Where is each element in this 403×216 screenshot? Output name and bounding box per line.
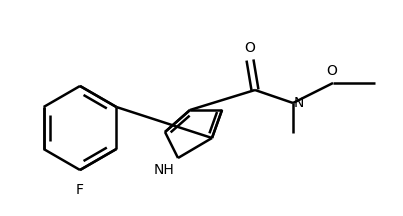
Text: O: O (245, 41, 256, 55)
Text: O: O (326, 64, 337, 78)
Text: N: N (294, 96, 304, 110)
Text: NH: NH (153, 163, 174, 177)
Text: F: F (76, 183, 84, 197)
